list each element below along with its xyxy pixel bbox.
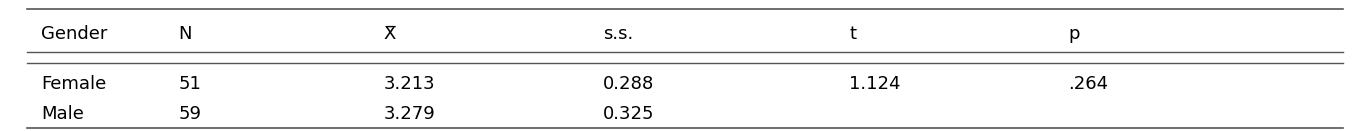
Text: 0.325: 0.325 — [603, 105, 655, 123]
Text: 0.288: 0.288 — [603, 75, 653, 93]
Text: 3.213: 3.213 — [384, 75, 436, 93]
Text: Female: Female — [41, 75, 107, 93]
Text: s.s.: s.s. — [603, 25, 633, 43]
Text: 51: 51 — [178, 75, 201, 93]
Text: 3.279: 3.279 — [384, 105, 436, 123]
Text: 1.124: 1.124 — [849, 75, 901, 93]
Text: p: p — [1069, 25, 1080, 43]
Text: N: N — [178, 25, 192, 43]
Text: .264: .264 — [1069, 75, 1108, 93]
Text: Gender: Gender — [41, 25, 107, 43]
Text: 59: 59 — [178, 105, 201, 123]
Text: t: t — [849, 25, 856, 43]
Text: X̅: X̅ — [384, 25, 396, 43]
Text: Male: Male — [41, 105, 84, 123]
